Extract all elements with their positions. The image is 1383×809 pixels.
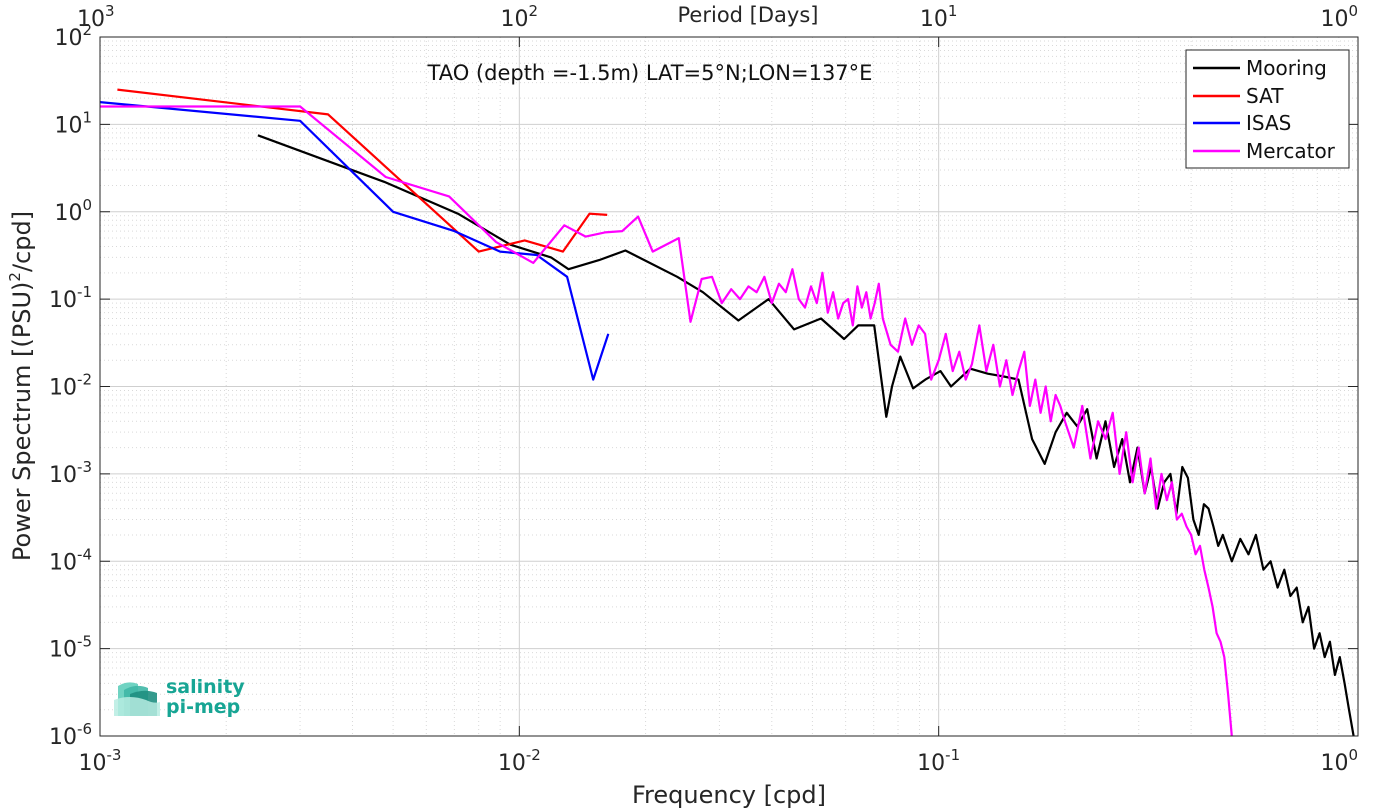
y-tick-label: 101: [54, 108, 92, 138]
x-tick-label: 10-3: [79, 746, 122, 776]
top-axis-title: Period [Days]: [678, 3, 819, 27]
y-axis-title: Power Spectrum [(PSU)2/cpd]: [6, 211, 36, 561]
logo-text-pimep: pi-mep: [166, 696, 240, 718]
top-tick-label: 101: [920, 2, 958, 32]
top-tick-label: 103: [77, 2, 115, 32]
legend: Mooring SAT ISAS Mercator: [1185, 49, 1350, 169]
y-axis-title-main: Power Spectrum [(PSU): [8, 282, 36, 561]
legend-label-mercator: Mercator: [1246, 139, 1336, 163]
y-tick-label: 10-2: [49, 371, 92, 401]
x-axis-title: Frequency [cpd]: [632, 781, 826, 809]
series-line-sat: [117, 88, 608, 253]
y-tick-label: 10-5: [49, 633, 92, 663]
legend-label-mooring: Mooring: [1246, 56, 1327, 80]
salinity-pimep-logo: salinity pi-mep: [114, 676, 245, 718]
top-tick-label: 102: [501, 2, 539, 32]
series-line-mooring: [257, 134, 1355, 737]
y-tick-label: 10-3: [49, 458, 92, 488]
x-tick-label: 10-2: [498, 746, 541, 776]
series-layer: [99, 88, 1355, 737]
minor-grid: [100, 37, 1358, 736]
tick-marks: [99, 36, 1359, 737]
logo-text-salinity: salinity: [166, 676, 245, 698]
legend-label-sat: SAT: [1246, 84, 1284, 108]
y-tick-label: 100: [54, 196, 92, 226]
y-tick-label: 10-4: [49, 545, 92, 575]
y-tick-label: 10-1: [49, 283, 92, 313]
x-tick-label: 100: [1320, 746, 1358, 776]
y-axis-title-superscript: 2: [6, 272, 24, 282]
series-line-mercator: [100, 105, 1233, 737]
chart-annotation: TAO (depth =-1.5m) LAT=5°N;LON=137°E: [427, 61, 873, 85]
x-tick-label: 10-1: [917, 746, 960, 776]
top-tick-label: 100: [1320, 2, 1358, 32]
legend-box: [1185, 49, 1350, 169]
major-grid: [99, 36, 1359, 737]
y-tick-label: 10-6: [49, 720, 92, 750]
legend-label-isas: ISAS: [1246, 111, 1291, 135]
wave-logo-icon: [114, 682, 160, 716]
y-tick-label: 102: [54, 21, 92, 51]
y-axis-title-tail: /cpd]: [8, 211, 36, 272]
series-line-isas: [99, 101, 610, 381]
